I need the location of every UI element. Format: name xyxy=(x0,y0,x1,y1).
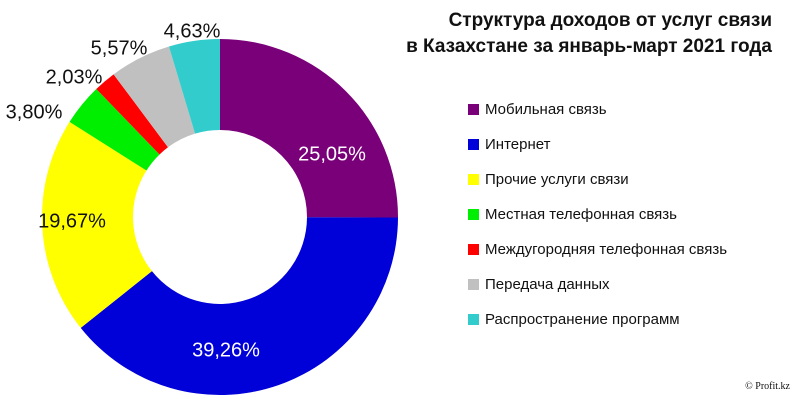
legend-item: Местная телефонная связь xyxy=(468,197,727,232)
donut-slice xyxy=(113,46,196,148)
chart-title-line-1: Структура доходов от услуг связи xyxy=(448,10,772,31)
donut-slice xyxy=(80,217,398,396)
legend-swatch-icon xyxy=(468,104,479,115)
legend-label: Мобильная связь xyxy=(485,101,607,118)
chart-title: Структура доходов от услуг связи в Казах… xyxy=(406,8,772,60)
slice-label: 39,26% xyxy=(192,339,260,361)
chart-legend: Мобильная связь Интернет Прочие услуги свя… xyxy=(468,92,727,337)
donut-slice xyxy=(220,39,398,218)
slice-label: 25,05% xyxy=(298,143,366,165)
slice-label: 19,67% xyxy=(38,210,106,232)
legend-swatch-icon xyxy=(468,209,479,220)
slice-label: 5,57% xyxy=(91,37,148,59)
legend-item: Междугородняя телефонная связь xyxy=(468,232,727,267)
legend-swatch-icon xyxy=(468,244,479,255)
legend-item: Интернет xyxy=(468,127,727,162)
slice-label: 4,63% xyxy=(164,20,221,42)
chart-title-line-2: в Казахстане за январь-март 2021 года xyxy=(406,36,772,57)
slice-label: 3,80% xyxy=(6,101,63,123)
legend-label: Местная телефонная связь xyxy=(485,206,677,223)
donut-slice xyxy=(41,121,152,328)
legend-label: Прочие услуги связи xyxy=(485,171,629,188)
slice-label: 2,03% xyxy=(46,66,103,88)
legend-label: Междугородняя телефонная связь xyxy=(485,241,728,258)
legend-swatch-icon xyxy=(468,174,479,185)
legend-item: Распространение программ xyxy=(468,302,727,337)
donut-slice xyxy=(69,89,160,171)
legend-label: Передача данных xyxy=(485,276,610,293)
legend-item: Прочие услуги связи xyxy=(468,162,727,197)
legend-item: Мобильная связь xyxy=(468,92,727,127)
donut-slice xyxy=(96,74,168,155)
legend-swatch-icon xyxy=(468,279,479,290)
copyright-text: © Profit.kz xyxy=(745,381,790,392)
legend-label: Интернет xyxy=(485,136,551,153)
legend-item: Передача данных xyxy=(468,267,727,302)
donut-slice xyxy=(168,39,220,134)
legend-swatch-icon xyxy=(468,139,479,150)
legend-swatch-icon xyxy=(468,314,479,325)
legend-label: Распространение программ xyxy=(485,311,680,328)
